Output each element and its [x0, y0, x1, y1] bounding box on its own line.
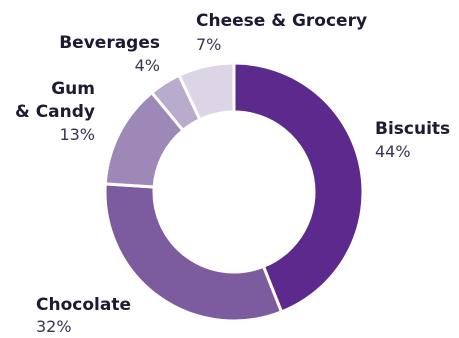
label-gum-candy-pct: 13% [59, 125, 95, 144]
label-cheese-grocery-pct: 7% [196, 35, 221, 54]
label-biscuits-name: Biscuits [375, 119, 450, 139]
label-gum-candy-name-line1: Gum [51, 79, 95, 99]
slice-cheese-grocery [177, 61, 236, 122]
slice-label-beverages: Beverages 4% [59, 33, 160, 75]
slice-label-cheese-grocery: Cheese & Grocery 7% [196, 11, 367, 54]
label-biscuits-pct: 44% [375, 142, 411, 161]
label-beverages-pct: 4% [135, 56, 160, 75]
slice-biscuits [232, 61, 365, 314]
label-cheese-grocery-name: Cheese & Grocery [196, 11, 367, 31]
slice-label-chocolate: Chocolate 32% [36, 295, 131, 336]
slice-label-gum-candy: Gum & Candy 13% [15, 79, 95, 144]
label-gum-candy-name-line2: & Candy [15, 102, 95, 122]
donut-slices [103, 61, 365, 323]
slice-label-biscuits: Biscuits 44% [375, 119, 450, 161]
label-chocolate-name: Chocolate [36, 295, 131, 315]
label-chocolate-pct: 32% [36, 317, 72, 336]
label-beverages-name: Beverages [59, 33, 160, 53]
slice-chocolate [103, 182, 283, 323]
